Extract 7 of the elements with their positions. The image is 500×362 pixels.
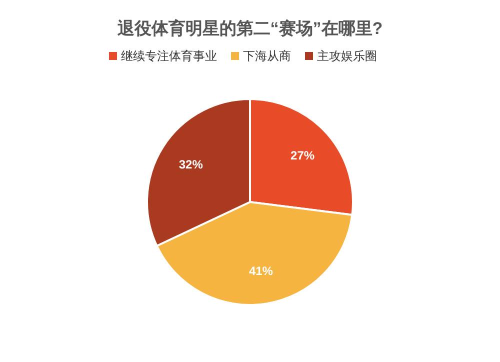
data-label: 32% — [178, 157, 204, 172]
data-label: 41% — [248, 264, 274, 278]
legend-label: 继续专注体育事业 — [121, 49, 217, 63]
data-label: 27% — [290, 148, 315, 163]
legend-label: 主攻娱乐圈 — [317, 49, 377, 63]
chart-title: 退役体育明星的第二“赛场”在哪里? — [116, 18, 383, 38]
legend-label: 下海从商 — [243, 49, 291, 63]
